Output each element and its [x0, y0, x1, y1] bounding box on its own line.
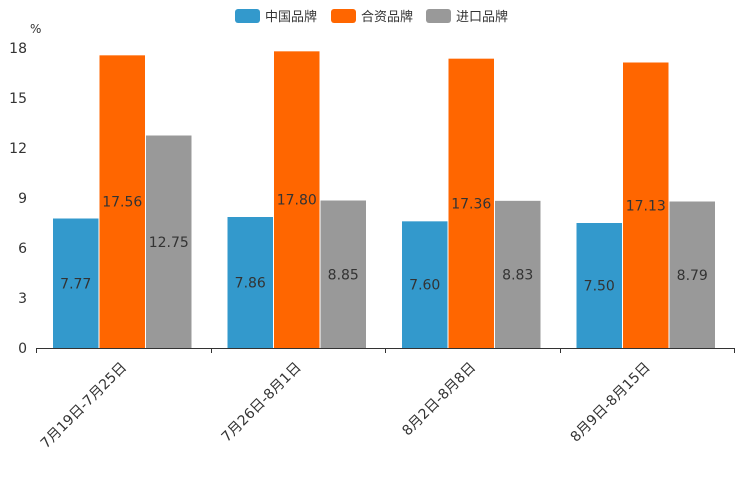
bar — [99, 55, 145, 348]
bar — [274, 51, 320, 348]
y-tick-label: 15 — [9, 91, 27, 107]
legend-label: 中国品牌 — [265, 9, 317, 25]
bar-value-label: 17.36 — [451, 196, 491, 212]
legend: 中国品牌 合资品牌 进口品牌 — [235, 9, 508, 25]
bar — [227, 217, 273, 348]
legend-swatch — [331, 9, 356, 23]
bar — [623, 62, 669, 348]
y-tick-label: 0 — [18, 341, 27, 357]
bar-value-label: 7.50 — [584, 279, 615, 295]
y-tick-label: 9 — [18, 191, 27, 207]
bar — [495, 200, 541, 348]
x-category-label: 8月9日-8月15日 — [568, 360, 654, 446]
legend-label: 合资品牌 — [361, 9, 413, 25]
legend-swatch — [235, 9, 260, 23]
y-tick-label: 6 — [18, 241, 27, 257]
bar-value-label: 17.56 — [102, 195, 142, 211]
bar-value-label: 8.83 — [502, 267, 533, 283]
y-tick-label: 3 — [18, 291, 27, 307]
x-axis-labels: 7月19日-7月25日 7月26日-8月1日 8月2日-8月8日 8月9日-8月15日 — [38, 360, 654, 452]
x-category-label: 8月2日-8月8日 — [399, 360, 479, 440]
x-axis — [36, 348, 735, 353]
bar-value-label: 8.79 — [677, 268, 708, 284]
bar-value-label: 12.75 — [149, 235, 189, 251]
bar — [320, 200, 366, 348]
bar-value-label: 7.86 — [235, 276, 266, 292]
legend-item[interactable]: 进口品牌 — [426, 9, 508, 25]
bar — [146, 135, 192, 348]
legend-item[interactable]: 中国品牌 — [235, 9, 317, 25]
legend-label: 进口品牌 — [456, 9, 508, 25]
bar-value-label: 8.85 — [328, 267, 359, 283]
bar-value-label: 17.13 — [626, 198, 666, 214]
bar — [669, 201, 715, 348]
bar-value-label: 7.77 — [60, 276, 91, 292]
y-axis-ticks: 0 3 6 9 12 15 18 — [9, 41, 27, 357]
y-tick-label: 12 — [9, 141, 27, 157]
x-category-label: 7月26日-8月1日 — [219, 360, 305, 446]
y-tick-label: 18 — [9, 41, 27, 57]
bar-value-label: 17.80 — [277, 193, 317, 209]
bar — [576, 223, 622, 348]
bar — [53, 218, 99, 348]
x-category-label: 7月19日-7月25日 — [38, 360, 130, 452]
bar — [402, 221, 448, 348]
bar-value-label: 7.60 — [409, 278, 440, 294]
bars: 7.77 17.56 12.75 7.86 17.80 8.85 7.60 17.36 8.83… — [53, 51, 715, 349]
legend-swatch — [426, 9, 451, 23]
bar — [448, 58, 494, 349]
legend-item[interactable]: 合资品牌 — [331, 9, 413, 25]
y-axis-unit: % — [30, 22, 41, 36]
